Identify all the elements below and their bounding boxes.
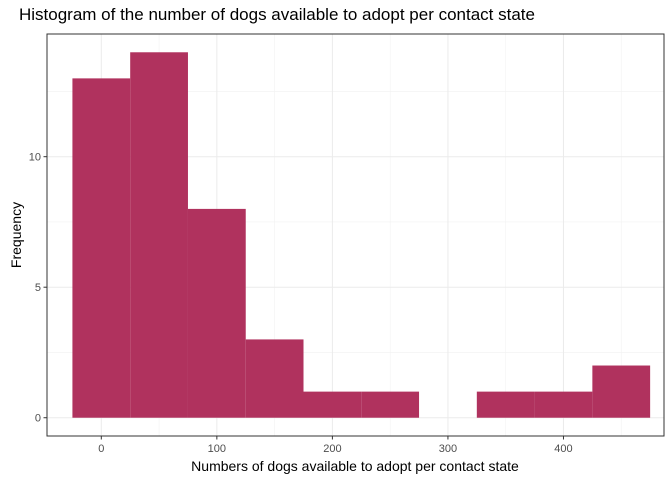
x-tick-label: 0 <box>98 443 104 455</box>
histogram-bar <box>534 391 593 418</box>
x-axis-title: Numbers of dogs available to adopt per c… <box>191 458 519 474</box>
histogram-bar <box>592 365 651 418</box>
y-tick-label: 0 <box>35 413 41 425</box>
plot-border <box>46 33 665 437</box>
histogram-bar <box>130 52 188 418</box>
y-tick-label: 5 <box>35 282 41 294</box>
histogram-bar <box>187 208 246 418</box>
histogram-bar <box>476 391 535 418</box>
histogram-bar <box>72 78 131 418</box>
x-axis-ticks: 0 100 200 300 400 <box>98 436 573 455</box>
y-tick-label: 10 <box>29 152 41 164</box>
x-tick-label: 200 <box>323 443 341 455</box>
y-axis-ticks: 0 5 10 <box>29 152 47 425</box>
histogram-bar <box>361 391 420 418</box>
bars <box>72 52 651 418</box>
x-tick-label: 100 <box>208 443 226 455</box>
histogram-bar <box>303 391 362 418</box>
chart-title: Histogram of the number of dogs availabl… <box>19 5 535 24</box>
x-tick-label: 400 <box>554 443 572 455</box>
histogram-bar <box>245 339 304 418</box>
y-axis-title: Frequency <box>8 202 24 268</box>
x-tick-label: 300 <box>439 443 457 455</box>
